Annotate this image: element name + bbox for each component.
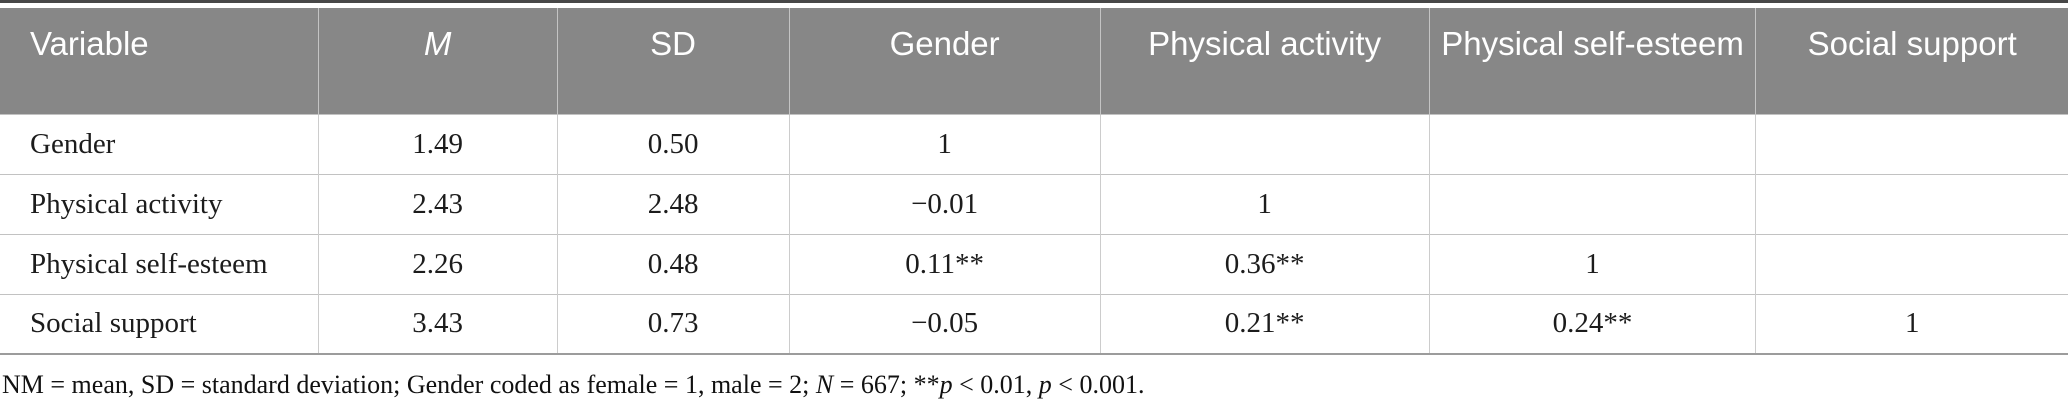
mean-value: 3.43 <box>318 293 558 354</box>
col-header-variable: Variable <box>0 8 319 114</box>
table-row-gender: Gender 1.49 0.50 1 <box>0 113 2068 174</box>
corr-value: −0.05 <box>789 293 1101 354</box>
sd-value: 0.48 <box>557 233 790 294</box>
corr-value <box>1429 113 1757 174</box>
col-header-mean: M <box>318 8 558 114</box>
col-header-sd: SD <box>557 8 790 114</box>
corr-value <box>1100 113 1430 174</box>
corr-value: 1 <box>1429 233 1757 294</box>
correlation-table: Variable M SD Gender Physical activity P… <box>0 8 2068 355</box>
row-label: Gender <box>0 113 319 174</box>
table-footnote: NM = mean, SD = standard deviation; Gend… <box>0 369 2068 402</box>
mean-value: 2.43 <box>318 173 558 234</box>
corr-value <box>1429 173 1757 234</box>
corr-value: 0.36** <box>1100 233 1430 294</box>
sd-value: 2.48 <box>557 173 790 234</box>
corr-value <box>1755 113 2068 174</box>
footnote-text: < 0.001. <box>1051 370 1145 399</box>
corr-value: 1 <box>1755 293 2068 354</box>
corr-value <box>1755 233 2068 294</box>
row-label: Social support <box>0 293 319 354</box>
corr-value: 0.11** <box>789 233 1101 294</box>
row-label: Physical self-esteem <box>0 233 319 294</box>
mean-value: 2.26 <box>318 233 558 294</box>
corr-value <box>1755 173 2068 234</box>
footnote-text: < 0.01, <box>952 370 1039 399</box>
table-row-physical-self-esteem: Physical self-esteem 2.26 0.48 0.11** 0.… <box>0 233 2068 294</box>
corr-value: 1 <box>1100 173 1430 234</box>
table-header-row: Variable M SD Gender Physical activity P… <box>0 8 2068 114</box>
sd-value: 0.50 <box>557 113 790 174</box>
footnote-n-symbol: N <box>815 370 834 399</box>
col-header-gender: Gender <box>789 8 1101 114</box>
col-header-physical-self-esteem: Physical self-esteem <box>1429 8 1757 114</box>
corr-value: 0.21** <box>1100 293 1430 354</box>
table-row-physical-activity: Physical activity 2.43 2.48 −0.01 1 <box>0 173 2068 234</box>
corr-value: −0.01 <box>789 173 1101 234</box>
row-label: Physical activity <box>0 173 319 234</box>
table-top-rule <box>0 0 2068 3</box>
sd-value: 0.73 <box>557 293 790 354</box>
footnote-p-symbol: p <box>939 370 953 399</box>
col-header-social-support: Social support <box>1755 8 2068 114</box>
footnote-p-symbol: p <box>1038 370 1052 399</box>
corr-value: 1 <box>789 113 1101 174</box>
col-header-physical-activity: Physical activity <box>1100 8 1430 114</box>
footnote-text: NM = mean, SD = standard deviation; Gend… <box>2 370 816 399</box>
footnote-text: = 667; ** <box>833 370 940 399</box>
mean-value: 1.49 <box>318 113 558 174</box>
corr-value: 0.24** <box>1429 293 1757 354</box>
table-row-social-support: Social support 3.43 0.73 −0.05 0.21** 0.… <box>0 293 2068 354</box>
